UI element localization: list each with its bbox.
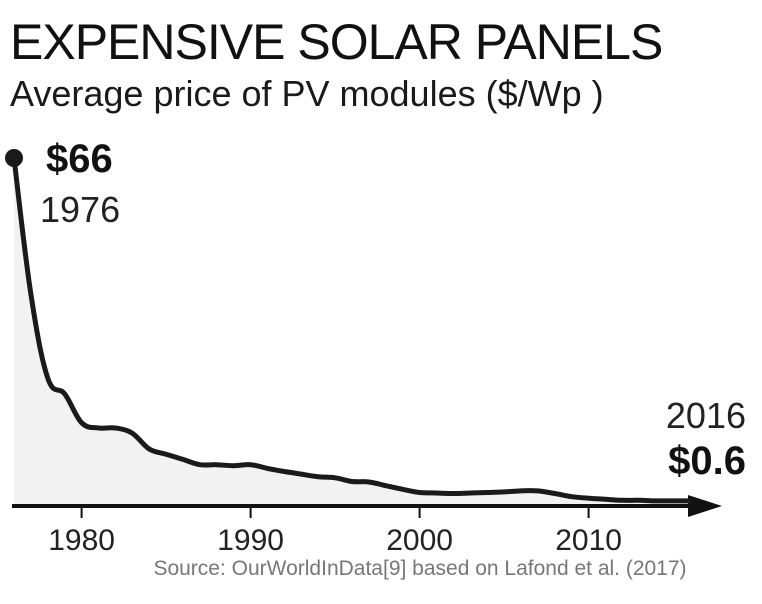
- start-value-label: $66: [46, 137, 113, 181]
- series-layer: [5, 149, 693, 504]
- annotation-layer: $66 1976 2016 $0.6: [40, 137, 746, 483]
- x-tick-layer: 1980 1990 2000 2010: [48, 506, 622, 557]
- x-axis: [12, 495, 722, 517]
- x-tick-label: 1980: [48, 524, 115, 557]
- chart-title: EXPENSIVE SOLAR PANELS: [10, 14, 663, 70]
- x-tick-label: 1990: [217, 524, 284, 557]
- end-year-label: 2016: [666, 395, 746, 436]
- start-point-marker: [5, 149, 23, 167]
- x-axis-arrowhead: [688, 495, 722, 517]
- x-tick-label: 2010: [555, 524, 622, 557]
- x-tick-label: 2000: [386, 524, 453, 557]
- start-year-label: 1976: [40, 189, 120, 230]
- price-area-fill: [14, 158, 690, 504]
- area-layer: [14, 158, 690, 504]
- price-line: [11, 155, 693, 504]
- chart-subtitle: Average price of PV modules ($/Wp ): [10, 73, 604, 114]
- source-note: Source: OurWorldInData[9] based on Lafon…: [153, 557, 687, 580]
- end-value-label: $0.6: [668, 439, 746, 483]
